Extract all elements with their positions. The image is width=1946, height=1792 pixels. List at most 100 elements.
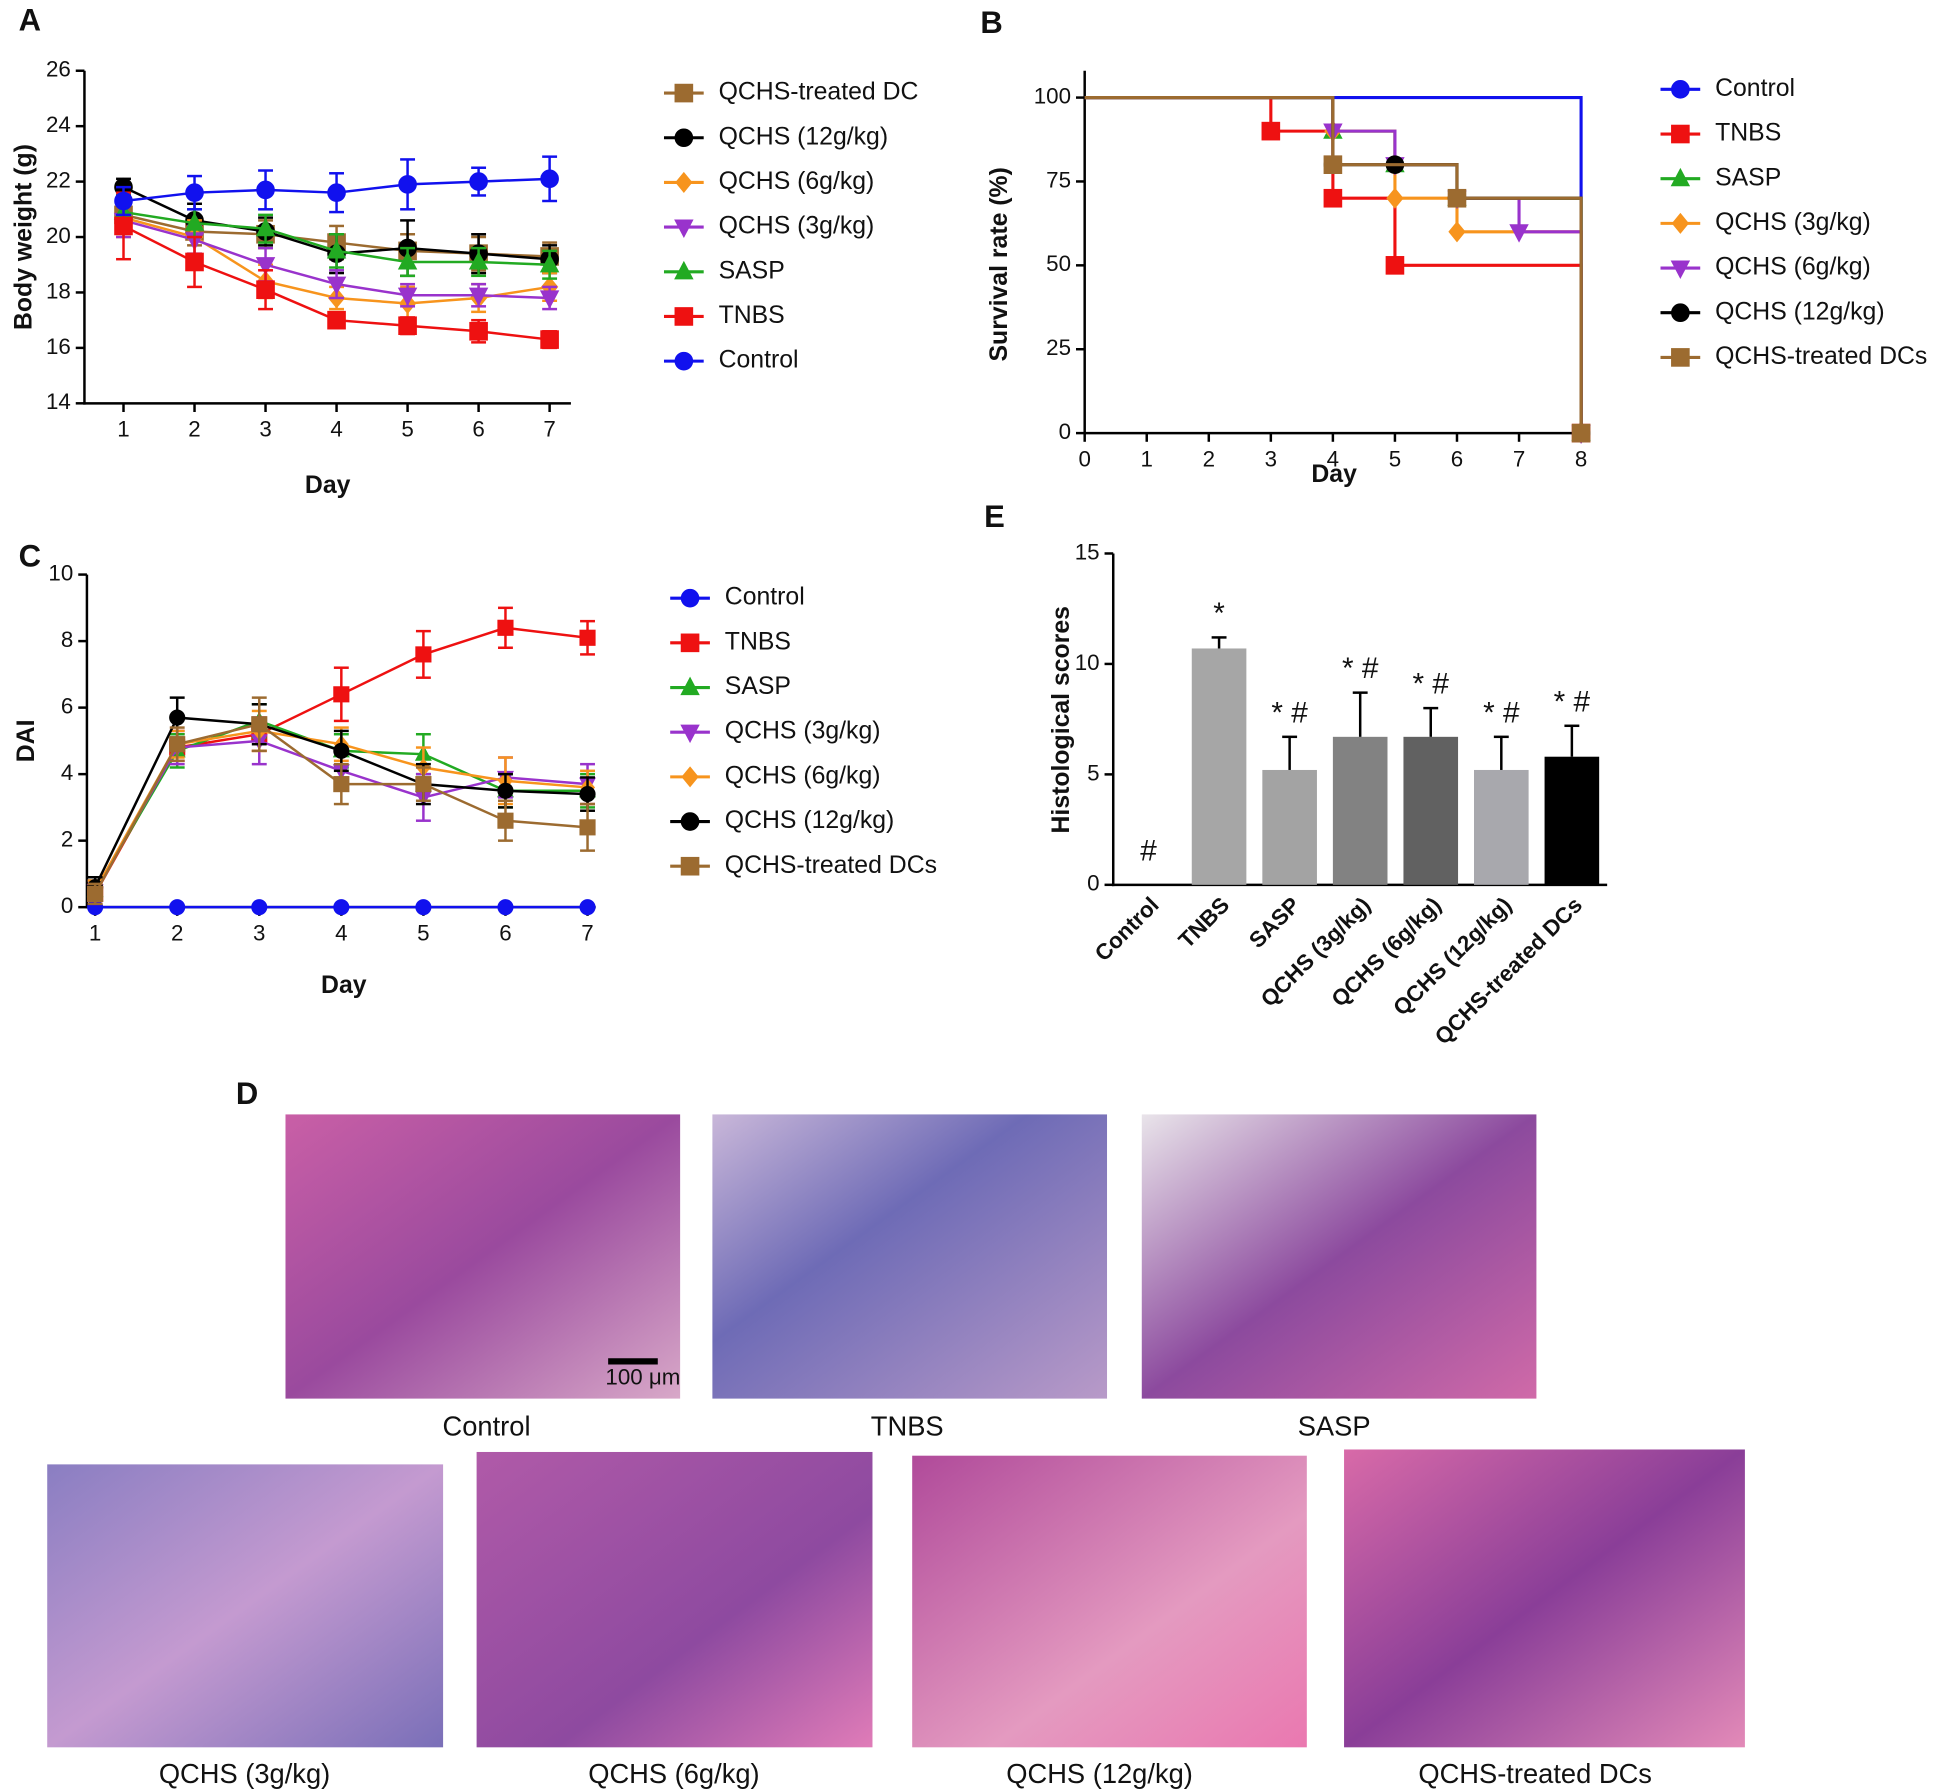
marker [185, 252, 204, 272]
survival-line [1084, 96, 1583, 434]
bar [1544, 756, 1600, 885]
y-tick-label: 75 [1046, 167, 1071, 192]
bar [1262, 769, 1317, 885]
marker [539, 253, 560, 273]
marker [255, 217, 276, 237]
y-tick-label: 24 [46, 112, 71, 137]
micrograph-caption: QCHS-treated DCs [1418, 1758, 1652, 1789]
marker [333, 776, 350, 793]
scale-bar-label: 100 μm [605, 1365, 680, 1390]
marker [327, 183, 346, 202]
y-tick-label: 2 [61, 827, 73, 852]
x-axis-title: Day [305, 472, 351, 499]
marker [327, 310, 346, 330]
x-tick-label: 5 [1389, 446, 1401, 471]
x-tick-label: 1 [89, 920, 101, 945]
x-tick-label: 0 [1078, 446, 1090, 471]
legend-label: QCHS (12g/kg) [1715, 298, 1885, 325]
legend-label: SASP [719, 257, 785, 284]
legend-label: Control [725, 584, 805, 611]
x-tick-label: 6 [499, 920, 511, 945]
marker [398, 175, 417, 194]
y-tick-label: 10 [48, 560, 73, 585]
x-tick-label: 1 [117, 417, 129, 442]
marker [326, 276, 347, 296]
y-tick-label: 15 [1075, 539, 1100, 564]
marker [415, 776, 432, 793]
marker [184, 212, 205, 231]
significance-label: # [1140, 834, 1157, 867]
significance-label: * # [1554, 685, 1591, 718]
marker [680, 724, 700, 744]
x-tick-label: Control [1090, 892, 1164, 966]
micrograph [476, 1451, 873, 1748]
marker [87, 885, 104, 902]
marker [415, 899, 432, 916]
x-tick-label: 6 [1451, 446, 1463, 471]
marker [256, 280, 275, 299]
x-tick-label: 4 [335, 920, 347, 945]
bar [1191, 648, 1247, 885]
x-tick-label: 3 [1265, 446, 1277, 471]
legend-label: TNBS [1715, 120, 1781, 147]
y-tick-label: 26 [46, 57, 71, 82]
x-tick-label: 3 [259, 417, 271, 442]
x-axis-title: Day [1311, 461, 1357, 488]
y-tick-label: 5 [1087, 760, 1099, 785]
marker [251, 716, 268, 733]
y-axis-title: Histological scores [1048, 606, 1075, 833]
marker [469, 172, 488, 191]
marker [1671, 124, 1690, 144]
marker [497, 782, 514, 799]
marker [681, 766, 699, 788]
x-tick-label: 6 [472, 417, 484, 442]
panel-label: B [980, 5, 1002, 40]
micrograph-caption: QCHS (6g/kg) [588, 1758, 759, 1789]
legend-label: SASP [725, 673, 791, 700]
y-tick-label: 8 [61, 627, 73, 652]
micrographs: 100 μm D Control TNBS SASP QCHS (3g/kg) … [47, 1076, 1745, 1789]
legend-label: QCHS-treated DC [719, 79, 919, 106]
legend-label: QCHS (3g/kg) [725, 718, 881, 745]
x-tick-label: 2 [171, 920, 183, 945]
x-tick-label: 3 [253, 920, 265, 945]
significance-label: * # [1413, 668, 1450, 701]
panel-label: A [19, 3, 41, 38]
marker [1571, 423, 1591, 443]
marker [579, 629, 596, 646]
marker [674, 219, 694, 238]
marker [333, 899, 350, 916]
marker [680, 588, 700, 608]
y-tick-label: 25 [1046, 335, 1071, 360]
x-tick-label: TNBS [1174, 892, 1235, 953]
legend-label: QCHS (6g/kg) [1715, 254, 1871, 281]
y-axis-title: DAI [13, 720, 40, 763]
legend-label: QCHS (6g/kg) [725, 762, 881, 789]
marker [114, 216, 133, 236]
y-tick-label: 50 [1046, 251, 1071, 276]
y-tick-label: 6 [61, 694, 73, 719]
micrograph [912, 1455, 1307, 1748]
micrograph-caption: TNBS [871, 1411, 944, 1442]
micrograph [285, 1114, 681, 1399]
panel-label: E [984, 499, 1005, 534]
marker [674, 307, 694, 326]
marker [579, 786, 596, 803]
marker [1509, 224, 1529, 243]
micrograph [1344, 1449, 1745, 1748]
y-tick-label: 0 [61, 893, 73, 918]
y-tick-label: 0 [1059, 419, 1071, 444]
micrograph [712, 1114, 1108, 1399]
marker [1447, 188, 1467, 208]
marker [1671, 212, 1689, 234]
significance-label: * [1213, 597, 1225, 630]
marker [674, 83, 694, 103]
y-tick-label: 4 [61, 760, 73, 785]
x-tick-label: 7 [1513, 446, 1525, 471]
marker [1670, 260, 1691, 279]
legend-label: Control [1715, 75, 1795, 102]
legend-label: QCHS-treated DCs [1715, 343, 1927, 370]
micrograph-caption: QCHS (12g/kg) [1006, 1758, 1193, 1789]
x-tick-label: 7 [543, 417, 555, 442]
significance-label: * # [1342, 652, 1379, 685]
